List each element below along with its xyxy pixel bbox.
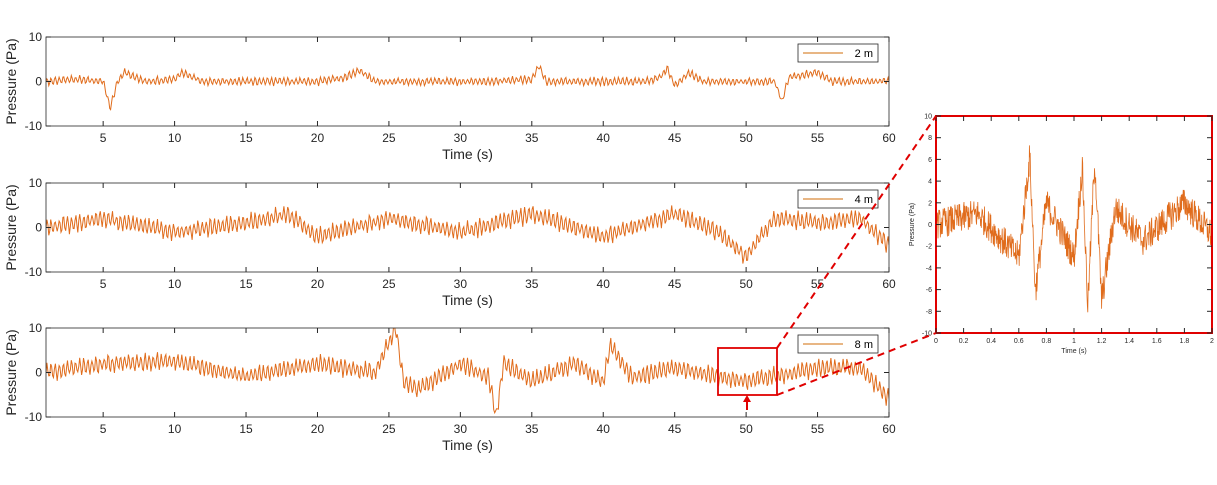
x-tick-label: 40 <box>597 277 611 291</box>
y-tick-label: 6 <box>928 157 932 164</box>
signal-line <box>46 64 889 111</box>
axes-frame <box>45 182 890 273</box>
x-tick-label: 15 <box>239 422 253 436</box>
x-tick-label: 60 <box>882 422 896 436</box>
x-tick-label: 35 <box>525 277 539 291</box>
y-tick-label: -10 <box>25 410 43 424</box>
y-tick-label: 0 <box>35 366 42 380</box>
x-tick-label: 25 <box>382 277 396 291</box>
x-tick-label: 5 <box>100 422 107 436</box>
x-tick-label: 60 <box>882 277 896 291</box>
legend-label-2m: 2 m <box>855 48 873 60</box>
x-tick-label: 1 <box>1072 338 1076 345</box>
x-axis-label-panel-1: Time (s) <box>442 146 493 162</box>
y-tick-label: 10 <box>29 30 43 44</box>
x-tick-label: 55 <box>811 422 825 436</box>
x-tick-label: 10 <box>168 131 182 145</box>
signal-line <box>46 328 889 415</box>
y-tick-label: 10 <box>29 176 43 190</box>
x-tick-label: 20 <box>311 131 325 145</box>
legend-label-4m: 4 m <box>855 194 873 206</box>
x-tick-label: 10 <box>168 422 182 436</box>
y-axis-label-panel-2: Pressure (Pa) <box>3 184 19 270</box>
x-tick-label: 5 <box>100 131 107 145</box>
x-tick-label: 55 <box>811 131 825 145</box>
x-tick-label: 15 <box>239 277 253 291</box>
x-tick-label: 45 <box>668 131 682 145</box>
axes-frame <box>935 115 1213 334</box>
x-tick-label: 30 <box>454 131 468 145</box>
x-tick-label: 25 <box>382 422 396 436</box>
x-tick-label: 50 <box>739 277 753 291</box>
panel-3 <box>45 327 890 418</box>
x-tick-label: 25 <box>382 131 396 145</box>
x-tick-label: 10 <box>168 277 182 291</box>
signal-line <box>936 145 1212 313</box>
x-tick-label: 30 <box>454 277 468 291</box>
x-tick-label: 1.8 <box>1180 338 1190 345</box>
y-tick-label: 8 <box>928 135 932 142</box>
y-axis-label-zoom: Pressure (Pa) <box>909 203 916 246</box>
y-tick-label: -10 <box>25 265 43 279</box>
x-tick-label: 0.6 <box>1014 338 1024 345</box>
x-tick-label: 2 <box>1210 338 1214 345</box>
x-tick-label: 55 <box>811 277 825 291</box>
zoom-connector-top <box>776 115 937 349</box>
x-axis-label-panel-2: Time (s) <box>442 292 493 308</box>
event-arrow-head <box>743 395 751 402</box>
y-tick-label: 10 <box>924 113 932 120</box>
x-tick-label: 50 <box>739 422 753 436</box>
x-tick-label: 45 <box>668 277 682 291</box>
y-tick-label: 2 <box>928 200 932 207</box>
x-tick-label: 60 <box>882 131 896 145</box>
x-tick-label: 5 <box>100 277 107 291</box>
panel-4 <box>935 115 1213 334</box>
y-tick-label: 4 <box>928 179 932 186</box>
legend-label-8m: 8 m <box>855 339 873 351</box>
axes-frame <box>45 327 890 418</box>
y-tick-label: -8 <box>926 309 932 316</box>
x-tick-label: 40 <box>597 422 611 436</box>
x-tick-label: 0 <box>934 338 938 345</box>
x-tick-label: 0.2 <box>959 338 969 345</box>
y-tick-label: 0 <box>35 221 42 235</box>
y-tick-label: -6 <box>926 287 932 294</box>
x-tick-label: 50 <box>739 131 753 145</box>
x-tick-label: 15 <box>239 131 253 145</box>
y-tick-label: -4 <box>926 265 932 272</box>
x-tick-label: 35 <box>525 422 539 436</box>
x-tick-label: 20 <box>311 277 325 291</box>
y-axis-label-panel-1: Pressure (Pa) <box>3 38 19 124</box>
y-axis-label-panel-3: Pressure (Pa) <box>3 329 19 415</box>
x-tick-label: 20 <box>311 422 325 436</box>
y-tick-label: 0 <box>35 75 42 89</box>
x-tick-label: 45 <box>668 422 682 436</box>
y-tick-label: 10 <box>29 321 43 335</box>
x-tick-label: 40 <box>597 131 611 145</box>
x-tick-label: 1.4 <box>1124 338 1134 345</box>
x-tick-label: 1.6 <box>1152 338 1162 345</box>
zoom-highlight-box <box>717 347 778 396</box>
x-tick-label: 0.8 <box>1042 338 1052 345</box>
x-tick-label: 1.2 <box>1097 338 1107 345</box>
x-tick-label: 35 <box>525 131 539 145</box>
x-axis-label-zoom: Time (s) <box>1061 348 1086 355</box>
y-tick-label: -10 <box>922 330 932 337</box>
panel-1 <box>45 36 890 127</box>
x-axis-label-panel-3: Time (s) <box>442 437 493 453</box>
y-tick-label: 0 <box>928 222 932 229</box>
x-tick-label: 30 <box>454 422 468 436</box>
zoom-connector-bottom <box>776 332 937 396</box>
y-tick-label: -10 <box>25 119 43 133</box>
y-tick-label: -2 <box>926 244 932 251</box>
x-tick-label: 0.4 <box>986 338 996 345</box>
panel-2 <box>45 182 890 273</box>
signal-line <box>46 205 889 264</box>
